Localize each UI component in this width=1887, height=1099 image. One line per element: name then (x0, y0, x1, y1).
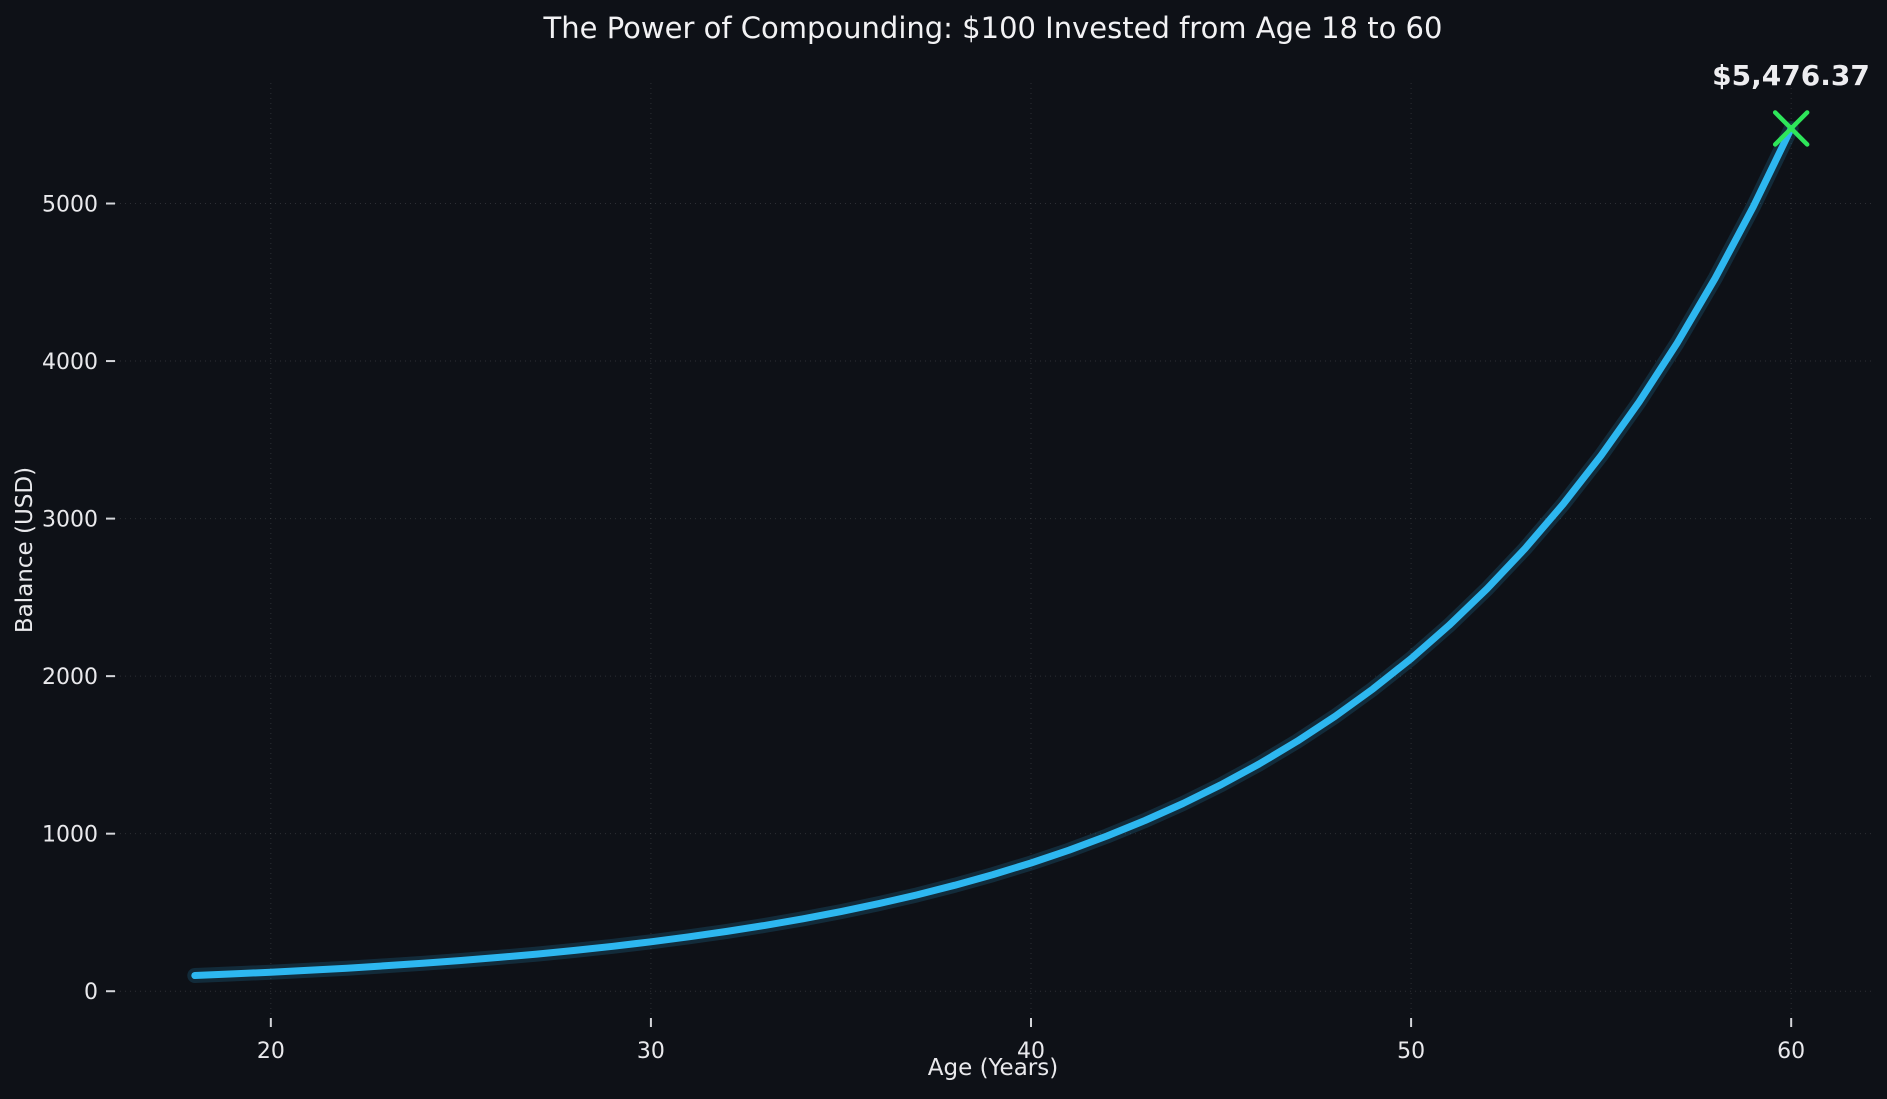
gridlines (115, 83, 1871, 1018)
x-axis-label: Age (Years) (928, 1055, 1058, 1081)
y-tick-label: 2000 (42, 665, 98, 690)
x-tick-label: 30 (637, 1039, 665, 1064)
x-tick-label: 60 (1777, 1039, 1805, 1064)
chart-title: The Power of Compounding: $100 Invested … (543, 11, 1443, 45)
x-tick-label: 40 (1017, 1039, 1045, 1064)
x-tick-label: 50 (1397, 1039, 1425, 1064)
balance-line (191, 125, 1795, 979)
y-tick-label: 0 (84, 980, 98, 1005)
y-tick-label: 3000 (42, 508, 98, 533)
end-marker-stroke (1772, 110, 1810, 147)
y-tick-label: 4000 (42, 350, 98, 375)
balance-line-glow (187, 121, 1799, 983)
y-tick-label: 5000 (42, 193, 98, 218)
x-tick-label: 20 (257, 1039, 285, 1064)
axis-ticks (106, 202, 1793, 1027)
final-balance-annotation: $5,476.37 (1712, 59, 1870, 92)
y-axis-label: Balance (USD) (12, 467, 38, 633)
y-tick-label: 1000 (42, 823, 98, 848)
end-marker-x-icon (1772, 110, 1810, 147)
axis-tick-labels: 20 30 40 50 60 0 1000 2000 3000 4000 5000 (42, 193, 1805, 1064)
